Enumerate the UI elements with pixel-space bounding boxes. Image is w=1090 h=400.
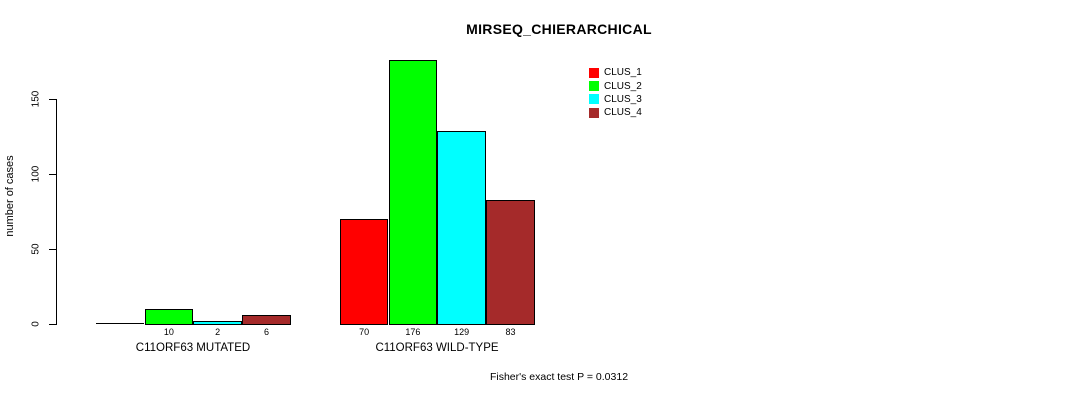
legend-label-clus3: CLUS_3 [604,93,642,105]
y-axis-tick-label: 50 [30,243,42,255]
bar-clus_3 [193,321,243,325]
legend-item: CLUS_4 [589,106,642,119]
bar-value-label: 176 [405,326,421,337]
chart-title: MIRSEQ_CHIERARCHICAL [466,21,652,37]
legend-swatch-clus1 [589,67,599,78]
legend-item: CLUS_3 [589,93,642,106]
y-axis-tick [49,174,56,175]
y-axis-tick [49,324,56,325]
bar-clus_4 [486,199,535,325]
bar-clus_1 [339,219,389,325]
legend-label-clus4: CLUS_4 [604,107,642,119]
bar-value-label: 83 [505,326,516,337]
legend-label-clus2: CLUS_2 [604,80,642,92]
y-axis-tick [49,99,56,100]
legend-swatch-clus4 [589,107,599,118]
bar-clus_3 [437,130,487,325]
y-axis-tick-label: 100 [30,165,42,183]
legend-item: CLUS_1 [589,66,642,79]
legend-swatch-clus3 [589,94,599,105]
y-axis-line [56,99,57,325]
x-category-label-mutated: C11ORF63 MUTATED [135,342,251,354]
bar-clus_2 [388,60,438,325]
legend-swatch-clus2 [589,81,599,92]
bar-clus_4 [242,315,291,325]
bar-value-label: 6 [263,326,270,337]
bar-value-label: 10 [163,326,174,337]
bar-value-label: 2 [215,326,221,337]
y-axis-tick [49,249,56,250]
bar-value-label: 70 [359,326,370,337]
y-axis-tick-label: 0 [30,321,42,327]
bar-clus_2 [144,309,194,325]
legend-label-clus1: CLUS_1 [604,67,642,79]
bar-value-label: 129 [454,326,470,337]
legend-item: CLUS_2 [589,79,642,92]
x-category-label-wildtype: C11ORF63 WILD-TYPE [375,342,499,354]
bar-clus_1-zero [95,323,145,325]
legend: CLUS_1 CLUS_2 CLUS_3 CLUS_4 [589,66,642,120]
fisher-test-annotation: Fisher's exact test P = 0.0312 [489,371,629,383]
y-axis-tick-label: 150 [30,90,42,108]
